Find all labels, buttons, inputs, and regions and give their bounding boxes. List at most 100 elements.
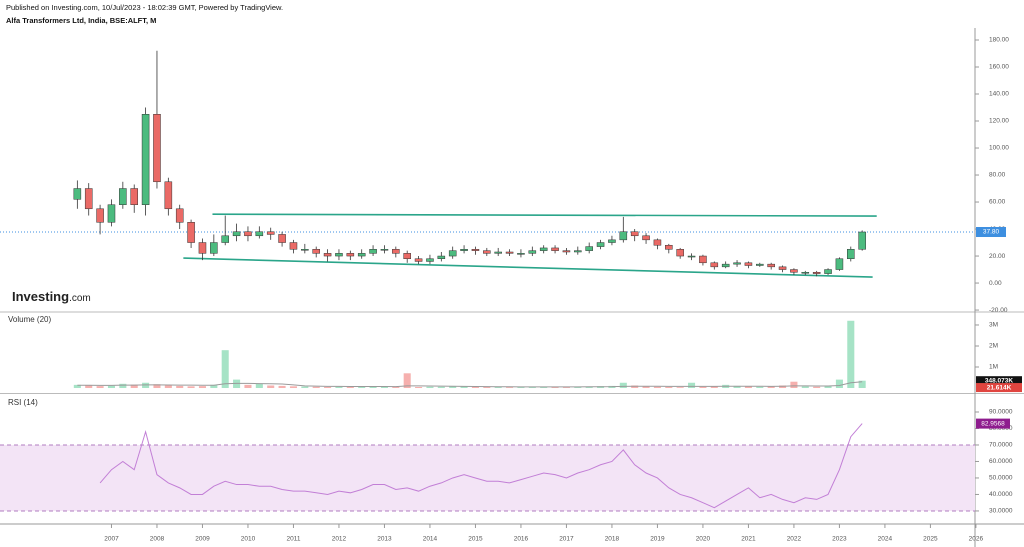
candle-body bbox=[539, 247, 548, 251]
volume-bar bbox=[369, 386, 377, 389]
volume-bar bbox=[471, 386, 479, 389]
volume-bar bbox=[562, 387, 570, 389]
volume-bar bbox=[380, 386, 388, 389]
y-tick-label: 20.00 bbox=[989, 253, 1006, 260]
candle-body bbox=[574, 250, 582, 253]
candle-body bbox=[619, 231, 628, 241]
volume-bar bbox=[710, 386, 718, 389]
x-tick-label: 2017 bbox=[559, 536, 574, 543]
x-tick-label: 2016 bbox=[514, 536, 529, 543]
volume-bar bbox=[744, 386, 752, 389]
candle-body bbox=[380, 249, 389, 251]
y-tick-label: 80.00 bbox=[989, 172, 1006, 179]
candle-body bbox=[312, 249, 320, 254]
watermark-brand: Investing bbox=[12, 289, 69, 304]
volume-last-label: 348.073K bbox=[985, 377, 1013, 384]
y-tick-label: 80.0000 bbox=[989, 425, 1013, 432]
y-tick-label: 160.00 bbox=[989, 64, 1009, 71]
volume-bar bbox=[392, 386, 400, 389]
volume-bar bbox=[653, 386, 661, 389]
candle-body bbox=[790, 269, 798, 273]
volume-bar bbox=[119, 383, 127, 389]
candle-body bbox=[744, 262, 753, 266]
y-tick-label: 50.0000 bbox=[989, 475, 1013, 482]
candle-body bbox=[562, 250, 571, 253]
rsi-line bbox=[99, 423, 863, 509]
volume-bar bbox=[494, 386, 502, 389]
candle-body bbox=[471, 249, 480, 251]
volume-bar bbox=[153, 384, 161, 389]
trendline bbox=[212, 213, 877, 217]
volume-bar bbox=[824, 385, 832, 389]
x-tick-label: 2008 bbox=[150, 536, 165, 543]
candle-body bbox=[119, 188, 127, 205]
candle-body bbox=[483, 250, 491, 254]
candle-body bbox=[96, 208, 104, 223]
candle-body bbox=[847, 249, 855, 259]
y-tick-label: 100.00 bbox=[989, 145, 1009, 152]
volume-bar bbox=[335, 386, 343, 389]
y-tick-label: 3M bbox=[989, 322, 998, 329]
x-tick-label: 2024 bbox=[878, 536, 893, 543]
volume-title: Volume (20) bbox=[8, 315, 51, 324]
volume-bar bbox=[506, 387, 514, 389]
candle-body bbox=[210, 242, 218, 254]
x-tick-label: 2020 bbox=[696, 536, 711, 543]
candle-body bbox=[596, 242, 605, 247]
volume-bar bbox=[415, 386, 423, 389]
y-tick-label: 2M bbox=[989, 343, 998, 350]
y-tick-label: 90.0000 bbox=[989, 409, 1013, 416]
candle-body bbox=[414, 258, 423, 262]
candle-body bbox=[505, 251, 514, 254]
volume-bar bbox=[73, 384, 81, 389]
volume-bar bbox=[210, 384, 218, 389]
candle-body bbox=[517, 253, 525, 255]
y-tick-label: 0.00 bbox=[989, 280, 1002, 287]
candle-body bbox=[403, 253, 411, 259]
candle-body bbox=[187, 222, 195, 243]
volume-last-label: 21.614K bbox=[987, 384, 1012, 391]
x-tick-label: 2013 bbox=[377, 536, 392, 543]
y-tick-label: -20.00 bbox=[989, 307, 1008, 314]
candle-body bbox=[835, 258, 844, 270]
volume-bar bbox=[267, 385, 275, 389]
last-price-label: 37.80 bbox=[983, 229, 1000, 236]
candle-body bbox=[255, 231, 264, 237]
candle-body bbox=[687, 255, 696, 258]
volume-bar bbox=[688, 382, 696, 389]
volume-bar bbox=[437, 386, 445, 389]
candle-body bbox=[494, 251, 502, 254]
candle-body bbox=[858, 231, 866, 250]
volume-last-box bbox=[976, 383, 1022, 393]
volume-bar bbox=[574, 386, 582, 389]
volume-bar bbox=[733, 385, 741, 389]
volume-bar bbox=[528, 386, 536, 389]
candle-body bbox=[551, 247, 559, 251]
y-tick-label: 40.0000 bbox=[989, 491, 1013, 498]
y-tick-label: 140.00 bbox=[989, 91, 1009, 98]
candle-body bbox=[153, 114, 161, 183]
x-tick-label: 2025 bbox=[923, 536, 938, 543]
volume-bar bbox=[835, 379, 843, 389]
x-tick-label: 2012 bbox=[332, 536, 347, 543]
volume-bar bbox=[312, 386, 320, 389]
candle-body bbox=[426, 258, 434, 262]
volume-bar bbox=[358, 386, 366, 389]
x-tick-label: 2007 bbox=[104, 536, 119, 543]
x-tick-label: 2021 bbox=[741, 536, 756, 543]
candle-body bbox=[608, 239, 616, 243]
volume-bar bbox=[301, 386, 309, 389]
volume-bar bbox=[767, 386, 775, 389]
x-tick-label: 2009 bbox=[195, 536, 210, 543]
candle-body bbox=[266, 231, 275, 235]
candle-body bbox=[699, 255, 707, 264]
candle-body bbox=[335, 253, 343, 257]
rsi-band bbox=[0, 444, 975, 511]
candle-body bbox=[130, 188, 138, 205]
candle-body bbox=[767, 263, 775, 268]
candle-body bbox=[448, 250, 457, 257]
candle-body bbox=[653, 239, 662, 246]
symbol-title: Alfa Transformers Ltd, India, BSE:ALFT, … bbox=[6, 16, 156, 25]
candle-body bbox=[824, 269, 832, 274]
volume-bar bbox=[96, 386, 104, 389]
